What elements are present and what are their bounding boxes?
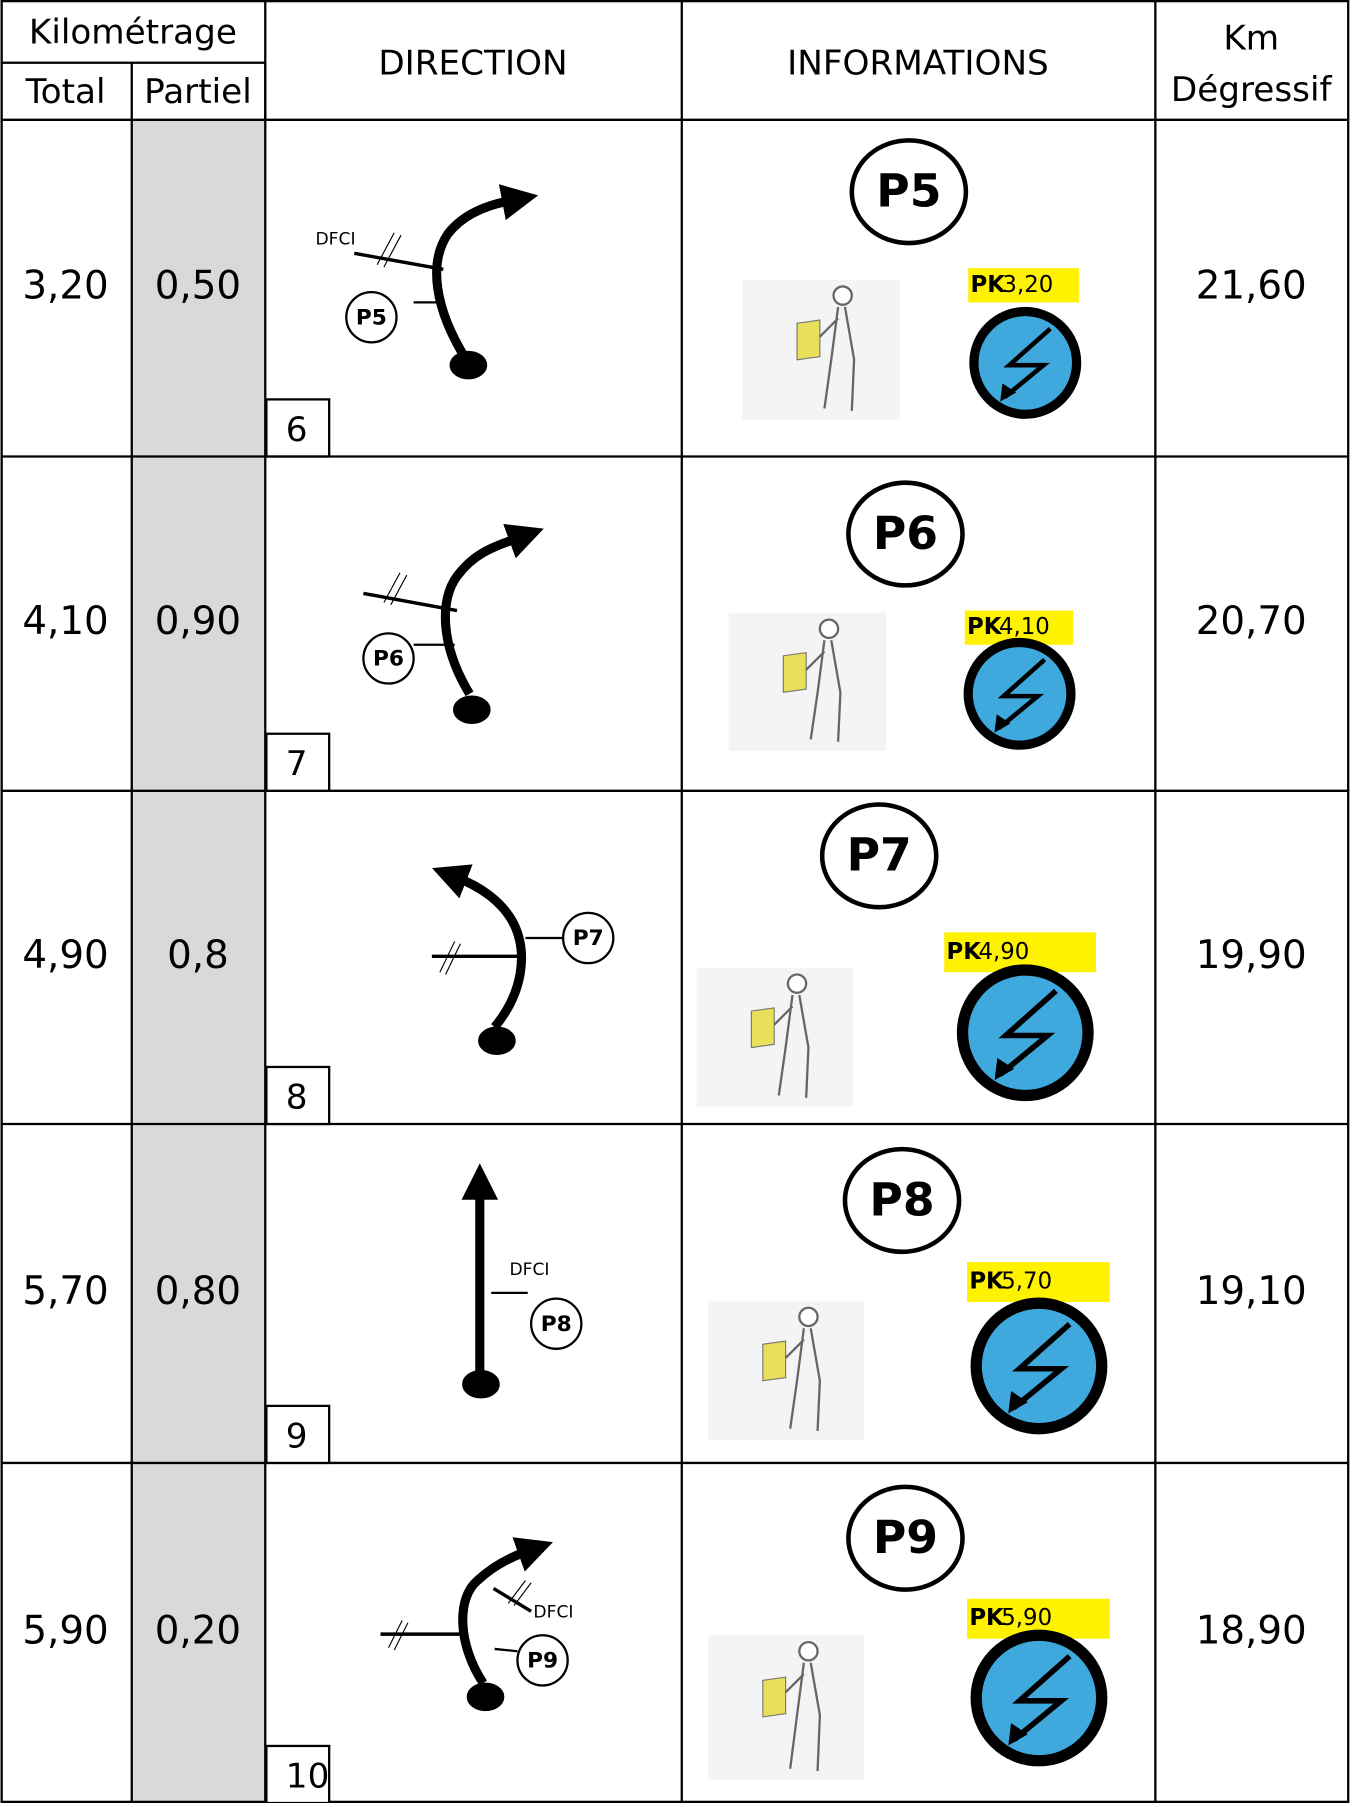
partiel: 0,8 — [167, 933, 229, 978]
total: 4,90 — [22, 933, 108, 978]
partiel: 0,20 — [155, 1608, 241, 1653]
pk-value: 5,70 — [1001, 1269, 1052, 1295]
bolt-head — [1008, 1391, 1028, 1414]
header: Dégressif — [1171, 70, 1333, 110]
step-box — [265, 1065, 331, 1126]
person-body — [819, 306, 856, 411]
info-point: P8 — [869, 1173, 934, 1226]
bolt — [1012, 1654, 1072, 1743]
person-head — [798, 1640, 819, 1662]
bolt-head — [994, 1057, 1015, 1081]
panel — [750, 1007, 775, 1049]
direction-diagrams — [345, 184, 615, 1712]
info-point: P5 — [876, 164, 941, 217]
km-degressif: 19,10 — [1196, 1269, 1307, 1314]
point-badge — [819, 802, 939, 910]
power-icon — [963, 637, 1076, 750]
point-badge — [846, 480, 965, 588]
step: 6 — [286, 410, 308, 450]
partiel: 0,80 — [155, 1269, 241, 1314]
dfci-label: DFCI — [509, 1260, 549, 1280]
partiel: 0,50 — [155, 264, 241, 309]
bolt-head — [1000, 383, 1017, 402]
pk-prefix: PK — [969, 1269, 1005, 1295]
person-image — [742, 279, 900, 420]
pk-prefix: PK — [970, 272, 1006, 298]
pk-value: 3,20 — [1002, 272, 1053, 298]
info-point: P7 — [847, 829, 912, 882]
pk-value: 4,90 — [978, 939, 1029, 965]
header: Total — [25, 72, 106, 112]
person-body — [773, 994, 810, 1098]
person-body — [784, 1328, 822, 1432]
point-label: P5 — [356, 305, 387, 330]
info-point: P6 — [873, 507, 938, 560]
km-degressif: 20,70 — [1196, 599, 1307, 644]
total: 3,20 — [22, 264, 108, 309]
pk-prefix: PK — [947, 939, 983, 965]
point-label: P6 — [373, 647, 404, 672]
pk-prefix: PK — [967, 614, 1003, 640]
bolt-head — [1008, 1723, 1028, 1746]
info-point: P9 — [873, 1511, 938, 1564]
pk-prefix: PK — [969, 1605, 1005, 1631]
partiel: 0,90 — [155, 599, 241, 644]
power-icon — [956, 964, 1094, 1102]
person-head — [798, 1306, 819, 1328]
panel — [782, 651, 807, 693]
km-degressif: 19,90 — [1196, 933, 1307, 978]
total: 4,10 — [22, 599, 108, 644]
step: 10 — [286, 1756, 330, 1796]
bolt — [998, 988, 1058, 1077]
person-head — [832, 285, 853, 306]
pk-value: 4,10 — [999, 614, 1050, 640]
person-body — [784, 1662, 822, 1772]
panel — [762, 1340, 787, 1382]
total: 5,70 — [22, 1269, 108, 1314]
dfci-label: DFCI — [315, 230, 355, 250]
point-label: P7 — [573, 926, 604, 951]
panel — [762, 1676, 787, 1718]
header: Kilométrage — [29, 13, 237, 53]
point-badge — [849, 138, 969, 246]
bolt — [997, 657, 1047, 730]
pk-value: 5,90 — [1001, 1605, 1052, 1631]
person-image — [728, 612, 887, 751]
person-head — [786, 973, 808, 994]
bolt — [1003, 326, 1052, 399]
point-badge — [842, 1146, 962, 1255]
header: INFORMATIONS — [787, 44, 1049, 84]
step: 8 — [286, 1077, 308, 1117]
step-box — [265, 732, 331, 792]
bolt-head — [994, 714, 1011, 733]
step: 9 — [286, 1416, 308, 1456]
step-box — [265, 398, 331, 458]
km-degressif: 21,60 — [1196, 264, 1307, 309]
header: Partiel — [144, 72, 252, 112]
bolt — [1012, 1322, 1072, 1410]
person-body — [805, 639, 842, 742]
pk-highlight — [968, 268, 1079, 303]
person-head — [818, 618, 840, 640]
step-box — [265, 1404, 331, 1465]
header: DIRECTION — [378, 44, 567, 84]
point-badge — [846, 1484, 965, 1592]
total: 5,90 — [22, 1608, 108, 1653]
dfci-label: DFCI — [533, 1602, 573, 1622]
header: Km — [1223, 18, 1279, 58]
partiel-shade — [131, 119, 266, 1804]
step: 7 — [286, 744, 308, 784]
point-label: P9 — [527, 1648, 558, 1673]
km-degressif: 18,90 — [1196, 1608, 1307, 1653]
step-box — [265, 1744, 331, 1805]
point-label: P8 — [541, 1312, 572, 1337]
panel — [796, 319, 821, 361]
pk-highlight — [967, 1262, 1110, 1303]
